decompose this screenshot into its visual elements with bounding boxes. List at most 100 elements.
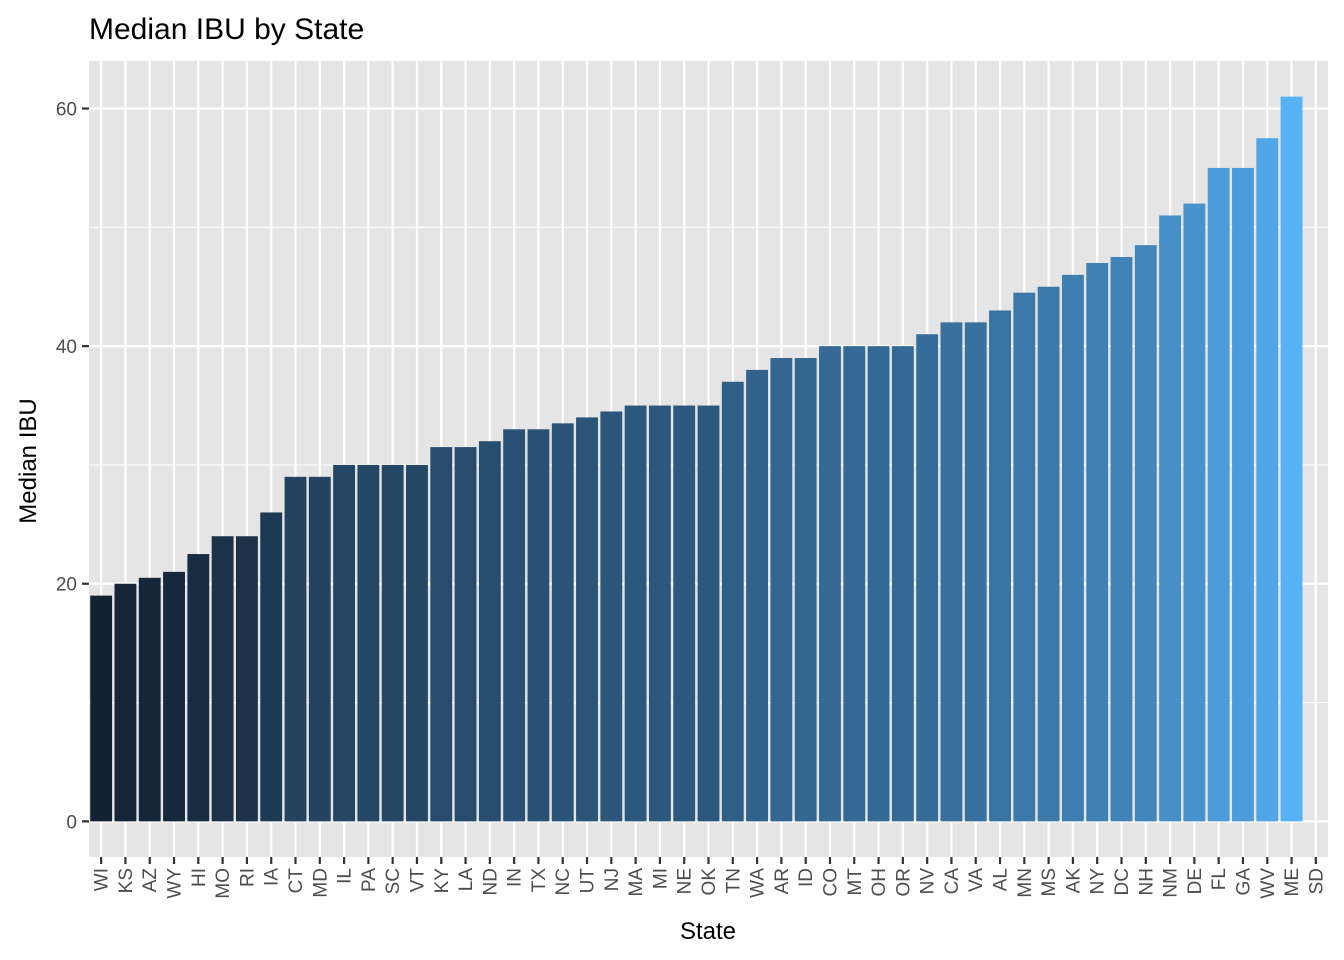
- bar-or: [891, 346, 914, 822]
- y-tick-label: 20: [56, 575, 77, 596]
- bar-tx: [527, 429, 550, 822]
- x-tick-label: SD: [1306, 868, 1327, 894]
- bar-mn: [1013, 292, 1036, 822]
- bar-pa: [357, 464, 380, 822]
- bar-wa: [746, 369, 769, 822]
- x-axis: WI KS AZ WY HI MO RI IA CT MD IL PA SC VT KY LA ND IN TX NC…: [92, 857, 1327, 899]
- bar-az: [138, 577, 161, 822]
- bar-wy: [163, 571, 185, 822]
- bar-va: [964, 322, 987, 822]
- x-tick-label: OR: [893, 868, 914, 897]
- x-tick-label: NH: [1136, 868, 1157, 895]
- bar-mo: [211, 536, 234, 822]
- bar-ks: [114, 583, 137, 822]
- bar-la: [454, 447, 477, 822]
- x-tick-label: MA: [626, 868, 647, 897]
- x-tick-label: TX: [529, 868, 550, 893]
- bar-ri: [235, 536, 258, 822]
- bar-wi: [90, 595, 113, 822]
- x-tick-label: OK: [699, 868, 720, 896]
- bar-ms: [1037, 286, 1060, 822]
- x-tick-label: UT: [578, 868, 599, 894]
- x-tick-label: ME: [1282, 868, 1303, 897]
- bar-me: [1280, 96, 1303, 822]
- x-tick-label: SC: [383, 868, 404, 894]
- y-tick-label: 0: [66, 812, 77, 833]
- x-tick-label: NV: [918, 868, 939, 895]
- x-tick-label: MD: [310, 868, 331, 898]
- x-tick-label: AZ: [140, 868, 161, 893]
- x-tick-label: WV: [1258, 868, 1279, 899]
- bar-in: [503, 429, 526, 822]
- y-tick-label: 60: [56, 100, 77, 121]
- y-axis-title: Median IBU: [15, 398, 42, 523]
- bar-nc: [551, 423, 574, 822]
- bar-mi: [648, 405, 671, 822]
- bar-ne: [673, 405, 696, 822]
- bar-oh: [867, 346, 890, 822]
- bar-de: [1183, 203, 1206, 822]
- x-tick-label: MT: [845, 868, 866, 896]
- x-tick-label: GA: [1233, 868, 1254, 896]
- x-tick-label: AK: [1063, 868, 1084, 894]
- x-tick-label: FL: [1209, 868, 1230, 890]
- x-tick-label: IL: [335, 868, 356, 884]
- x-tick-label: NY: [1088, 868, 1109, 895]
- x-tick-label: DC: [1112, 868, 1133, 895]
- bar-nv: [916, 334, 939, 822]
- x-tick-label: LA: [456, 868, 477, 892]
- x-tick-label: VA: [966, 868, 987, 892]
- bar-ct: [284, 476, 307, 822]
- x-tick-label: DE: [1185, 868, 1206, 894]
- x-tick-label: CT: [286, 868, 307, 894]
- bar-mt: [843, 346, 866, 822]
- bar-sc: [381, 464, 404, 822]
- bar-ma: [624, 405, 647, 822]
- bar-nd: [478, 441, 501, 822]
- x-tick-label: PA: [359, 868, 380, 892]
- bar-wv: [1256, 138, 1279, 822]
- x-tick-label: MI: [650, 868, 671, 889]
- bar-fl: [1207, 167, 1230, 822]
- bar-nm: [1159, 215, 1182, 822]
- bar-nh: [1134, 245, 1157, 822]
- x-tick-label: NJ: [602, 868, 623, 891]
- bar-ga: [1232, 167, 1254, 822]
- bar-ar: [770, 358, 793, 822]
- x-tick-label: WI: [92, 868, 113, 891]
- bar-ny: [1086, 262, 1109, 822]
- bar-vt: [406, 464, 428, 822]
- bar-co: [819, 346, 841, 822]
- x-tick-label: MN: [1015, 868, 1036, 898]
- x-tick-label: VT: [407, 868, 428, 893]
- bar-il: [333, 464, 356, 822]
- x-tick-label: ND: [480, 868, 501, 895]
- bar-tn: [721, 381, 744, 822]
- bar-al: [989, 310, 1011, 822]
- bar-dc: [1110, 257, 1133, 822]
- x-tick-label: MO: [213, 868, 234, 899]
- bar-md: [308, 476, 331, 822]
- x-tick-label: KS: [116, 868, 137, 893]
- bar-ca: [940, 322, 963, 822]
- bar-id: [794, 358, 817, 822]
- chart-title: Median IBU by State: [89, 13, 364, 46]
- x-tick-label: AR: [772, 868, 793, 894]
- bar-ia: [260, 512, 283, 822]
- x-tick-label: IA: [262, 868, 283, 886]
- y-axis: 0 20 40 60: [56, 100, 89, 833]
- x-tick-label: NE: [675, 868, 696, 894]
- x-tick-label: MS: [1039, 868, 1060, 897]
- x-tick-label: ID: [796, 868, 817, 887]
- bars: [90, 96, 1303, 822]
- x-tick-label: TN: [723, 868, 744, 893]
- x-tick-label: NC: [553, 868, 574, 895]
- x-tick-label: IN: [505, 868, 526, 887]
- bar-ut: [576, 417, 598, 822]
- bar-hi: [187, 554, 210, 822]
- x-axis-title: State: [680, 918, 736, 945]
- bar-ky: [430, 447, 453, 822]
- bar-nj: [600, 411, 623, 822]
